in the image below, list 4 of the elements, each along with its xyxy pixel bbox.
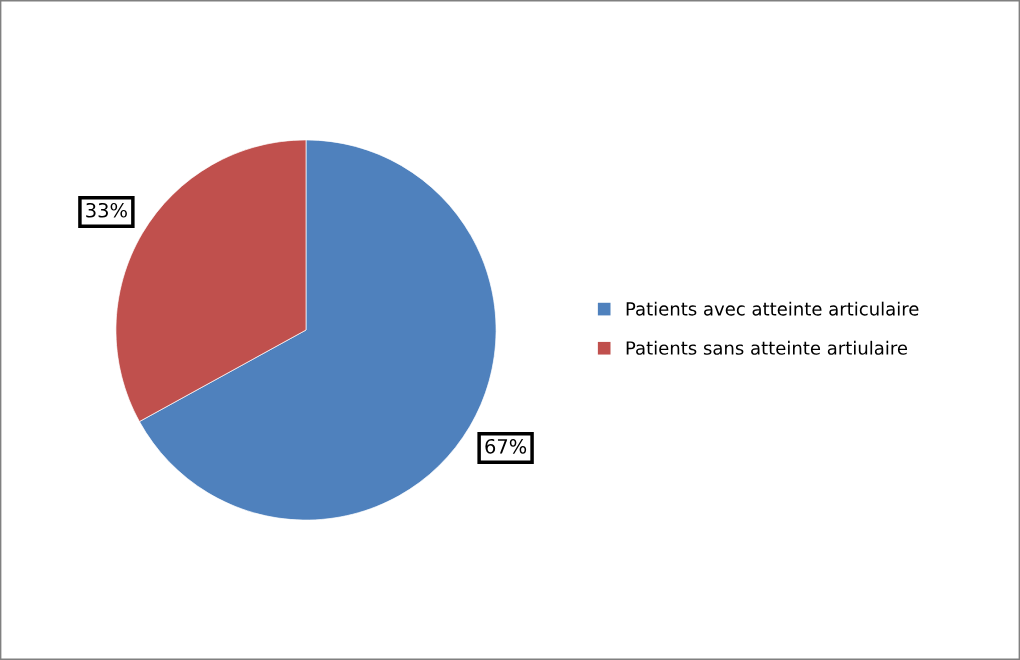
data-label: 67% [485, 438, 527, 454]
legend-label: Patients avec atteinte articulaire [626, 301, 919, 316]
data-label: 33% [86, 202, 127, 218]
legend-label: Patients sans atteinte artiulaire [626, 340, 908, 355]
